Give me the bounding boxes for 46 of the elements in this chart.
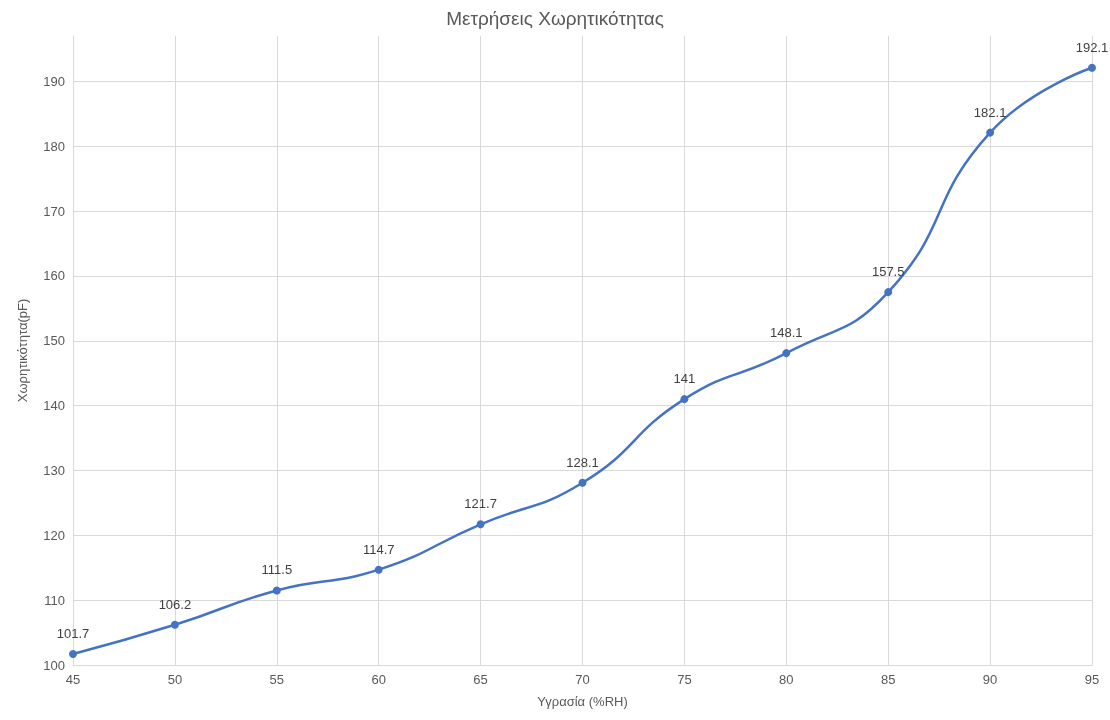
- point: [374, 565, 383, 574]
- y-tick-label: 170: [43, 203, 65, 219]
- y-tick-label: 100: [43, 657, 65, 673]
- data-label: 114.7: [362, 541, 395, 557]
- x-tick-label: 90: [982, 672, 998, 687]
- data-label: 148.1: [770, 325, 803, 341]
- data-label: 182.1: [973, 104, 1007, 120]
- y-tick-label: 180: [43, 138, 65, 154]
- x-tick-label: 50: [167, 672, 183, 687]
- data-label: 121.7: [464, 496, 497, 512]
- x-tick-label: 70: [575, 672, 590, 687]
- data-label: 192.1: [1075, 39, 1109, 55]
- point: [272, 586, 281, 595]
- x-axis-title: Υγρασία (%RH): [537, 694, 628, 709]
- x-tick-label: 60: [371, 672, 386, 687]
- data-label: 128.1: [566, 454, 599, 470]
- point: [986, 128, 995, 137]
- point: [884, 288, 893, 297]
- y-tick-label: 190: [43, 73, 65, 89]
- y-axis-title: Χωρητικότητα(pF): [15, 298, 30, 403]
- y-tick-label: 160: [43, 268, 65, 284]
- y-tick-label: 120: [43, 527, 65, 543]
- data-label: 141: [673, 371, 696, 387]
- x-tick-label: 65: [473, 672, 488, 687]
- point: [782, 349, 791, 358]
- point: [69, 649, 77, 658]
- x-tick-label: 85: [880, 672, 896, 687]
- x-tick-label: 75: [677, 672, 692, 687]
- x-tick-label: 45: [65, 672, 81, 687]
- data-label: 101.7: [56, 625, 90, 641]
- point: [680, 395, 689, 404]
- data-label: 106.2: [158, 596, 192, 612]
- data-label: 157.5: [871, 264, 905, 280]
- y-tick-label: 130: [43, 462, 65, 478]
- point: [476, 520, 485, 529]
- x-tick-label: 55: [269, 672, 285, 687]
- x-tick-label: 80: [779, 672, 794, 687]
- chart-title: Μετρήσεις Χωρητικότητας: [446, 8, 664, 29]
- point: [578, 478, 587, 487]
- y-tick-label: 140: [43, 398, 65, 414]
- data-label: 111.5: [261, 562, 293, 578]
- y-tick-label: 110: [44, 592, 65, 608]
- point: [170, 620, 179, 629]
- point: [1088, 63, 1096, 72]
- y-tick-label: 150: [43, 333, 65, 349]
- x-tick-label: 95: [1084, 672, 1100, 687]
